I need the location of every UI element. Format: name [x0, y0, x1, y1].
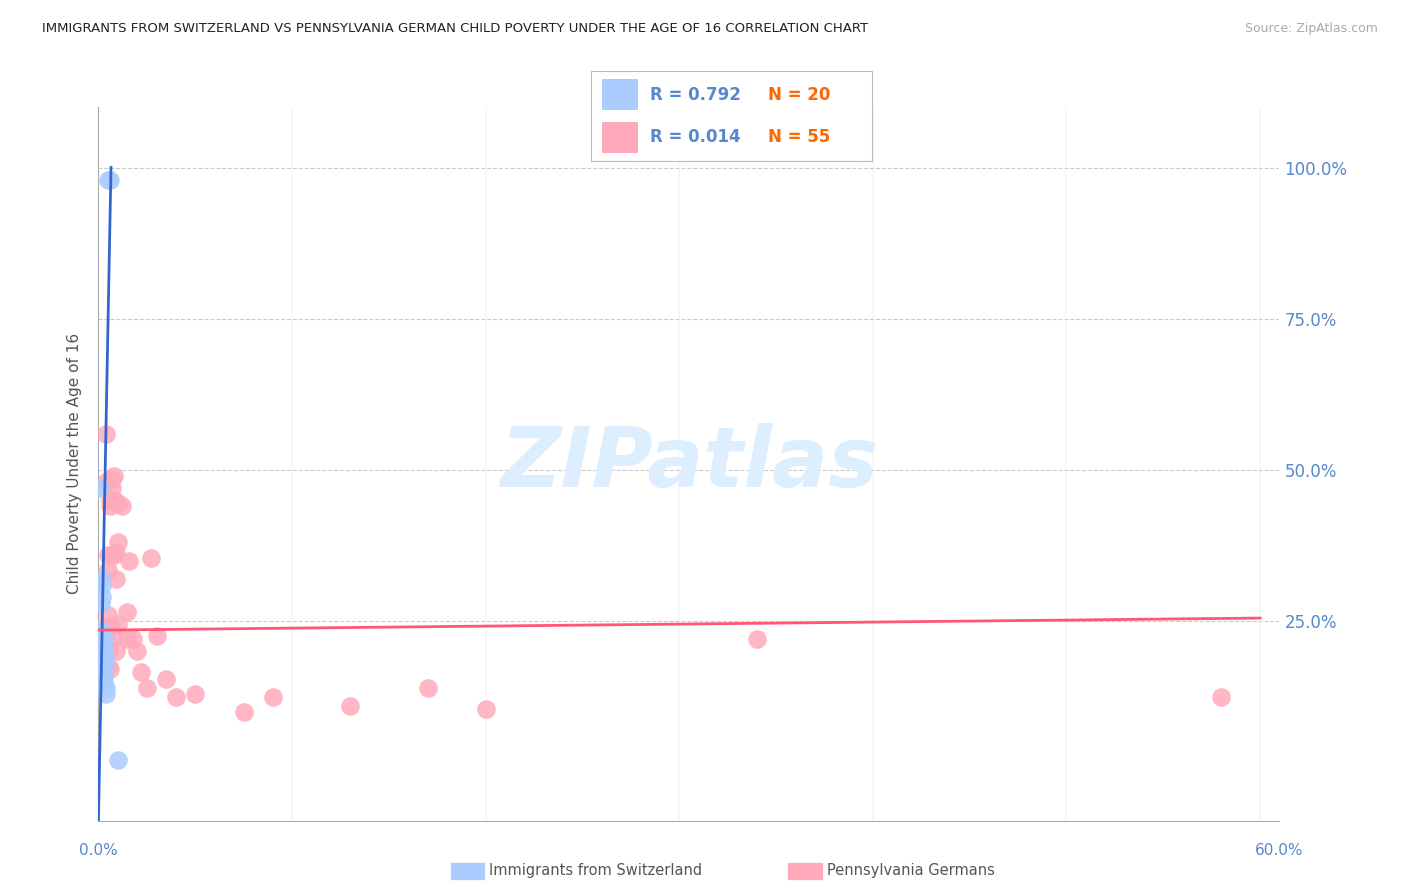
Point: [107, 617, 129, 632]
Point: [98, 172, 121, 186]
Point: [117, 632, 139, 647]
Point: [155, 672, 177, 686]
Point: [93, 663, 115, 677]
Point: [93, 632, 115, 647]
Point: [96, 687, 118, 701]
Point: [98, 620, 121, 634]
Point: [145, 629, 167, 643]
Point: [89, 481, 111, 495]
Point: [262, 690, 284, 704]
Point: [107, 535, 129, 549]
Point: [96, 620, 118, 634]
Point: [96, 475, 118, 489]
Point: [1211, 690, 1233, 704]
Bar: [602, 122, 638, 153]
Point: [103, 469, 125, 483]
Point: [165, 690, 187, 704]
Point: [97, 563, 120, 577]
Point: [107, 496, 129, 510]
Point: [103, 493, 125, 508]
Point: [101, 481, 124, 495]
Point: [96, 681, 118, 695]
Text: R = 0.792: R = 0.792: [650, 86, 741, 103]
Point: [93, 657, 115, 671]
Point: [101, 548, 124, 562]
Point: [127, 644, 149, 658]
Y-axis label: Child Poverty Under the Age of 16: Child Poverty Under the Age of 16: [67, 334, 83, 594]
Point: [91, 632, 114, 647]
Text: N = 20: N = 20: [768, 86, 830, 103]
Point: [93, 620, 115, 634]
Point: [122, 632, 145, 647]
Point: [91, 590, 114, 604]
Point: [745, 632, 768, 647]
Point: [93, 674, 115, 689]
Text: 0.0%: 0.0%: [79, 843, 118, 858]
Point: [91, 644, 114, 658]
Point: [117, 605, 139, 619]
Point: [93, 632, 115, 647]
Point: [104, 544, 127, 558]
Point: [93, 641, 115, 656]
Point: [90, 572, 112, 586]
Point: [91, 578, 114, 592]
Point: [97, 644, 120, 658]
Text: IMMIGRANTS FROM SWITZERLAND VS PENNSYLVANIA GERMAN CHILD POVERTY UNDER THE AGE O: IMMIGRANTS FROM SWITZERLAND VS PENNSYLVA…: [42, 22, 869, 36]
Point: [135, 681, 157, 695]
Point: [107, 753, 129, 767]
Text: ZIPatlas: ZIPatlas: [501, 424, 877, 504]
Text: Source: ZipAtlas.com: Source: ZipAtlas.com: [1244, 22, 1378, 36]
Point: [416, 681, 439, 695]
Point: [474, 702, 496, 716]
Point: [97, 620, 120, 634]
Point: [98, 663, 121, 677]
Point: [91, 632, 114, 647]
Point: [97, 172, 120, 186]
Point: [91, 650, 114, 665]
Point: [104, 572, 127, 586]
Point: [97, 548, 120, 562]
Point: [104, 644, 127, 658]
Point: [89, 623, 111, 637]
Text: Immigrants from Switzerland: Immigrants from Switzerland: [489, 863, 703, 878]
Point: [94, 650, 117, 665]
Point: [96, 426, 118, 441]
Point: [101, 472, 124, 486]
Bar: [602, 79, 638, 110]
Point: [111, 499, 134, 513]
Text: 60.0%: 60.0%: [1256, 843, 1303, 858]
Text: R = 0.014: R = 0.014: [650, 128, 740, 146]
Point: [98, 493, 121, 508]
Point: [139, 550, 162, 565]
Point: [97, 659, 120, 673]
Point: [103, 629, 125, 643]
Point: [91, 641, 114, 656]
Point: [93, 668, 115, 682]
Text: N = 55: N = 55: [768, 128, 830, 146]
Point: [129, 665, 152, 680]
Point: [96, 632, 118, 647]
Text: Pennsylvania Germans: Pennsylvania Germans: [827, 863, 994, 878]
Point: [90, 596, 112, 610]
Point: [118, 553, 141, 567]
Point: [232, 705, 254, 719]
Point: [97, 607, 120, 622]
Point: [93, 644, 115, 658]
Point: [93, 650, 115, 665]
Point: [103, 548, 125, 562]
Point: [91, 657, 114, 671]
Point: [98, 499, 121, 513]
Point: [184, 687, 207, 701]
Point: [339, 698, 361, 713]
